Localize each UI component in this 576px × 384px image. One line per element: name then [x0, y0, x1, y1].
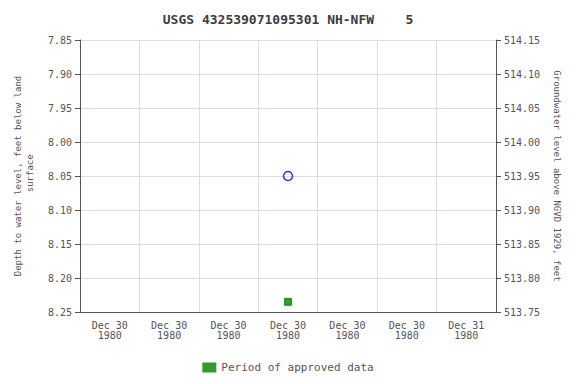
- svg-text:Depth to water level, feet bel: Depth to water level, feet below land: [13, 76, 23, 276]
- svg-text:514.05: 514.05: [504, 103, 540, 114]
- svg-text:1980: 1980: [98, 330, 122, 341]
- svg-text:7.85: 7.85: [48, 35, 72, 46]
- svg-text:513.80: 513.80: [504, 273, 540, 284]
- svg-text:1980: 1980: [276, 330, 300, 341]
- svg-text:513.90: 513.90: [504, 205, 540, 216]
- svg-text:8.20: 8.20: [48, 273, 72, 284]
- svg-text:Dec 30: Dec 30: [269, 319, 307, 331]
- svg-text:514.10: 514.10: [504, 69, 540, 80]
- svg-text:Dec 31: Dec 31: [448, 319, 485, 331]
- svg-text:Period of approved data: Period of approved data: [221, 361, 373, 374]
- svg-text:8.00: 8.00: [48, 137, 72, 148]
- svg-text:Dec 30: Dec 30: [388, 319, 425, 331]
- svg-text:513.95: 513.95: [504, 171, 540, 182]
- svg-text:surface: surface: [25, 154, 35, 197]
- svg-text:Dec 30: Dec 30: [151, 319, 188, 331]
- svg-text:Dec 30: Dec 30: [91, 319, 128, 331]
- svg-text:Groundwater level above NGVD 1: Groundwater level above NGVD 1929, feet: [552, 70, 562, 281]
- svg-text:1980: 1980: [454, 330, 478, 341]
- svg-text:1980: 1980: [335, 330, 359, 341]
- svg-text:1980: 1980: [157, 330, 181, 341]
- svg-text:514.15: 514.15: [504, 35, 540, 46]
- svg-text:USGS 432539071095301 NH-NFW: USGS 432539071095301 NH-NFW 5: [163, 12, 413, 27]
- svg-text:514.00: 514.00: [504, 137, 540, 148]
- svg-text:513.75: 513.75: [504, 307, 540, 318]
- svg-text:8.25: 8.25: [48, 307, 72, 318]
- svg-text:8.05: 8.05: [48, 171, 72, 182]
- svg-text:1980: 1980: [217, 330, 241, 341]
- svg-text:Dec 30: Dec 30: [210, 319, 247, 331]
- svg-text:7.90: 7.90: [48, 69, 72, 80]
- svg-text:8.15: 8.15: [48, 239, 72, 250]
- svg-text:1980: 1980: [395, 330, 419, 341]
- svg-text:Dec 30: Dec 30: [329, 319, 366, 331]
- svg-text:7.95: 7.95: [48, 103, 72, 114]
- svg-text:8.10: 8.10: [48, 205, 72, 216]
- svg-text:513.85: 513.85: [504, 239, 540, 250]
